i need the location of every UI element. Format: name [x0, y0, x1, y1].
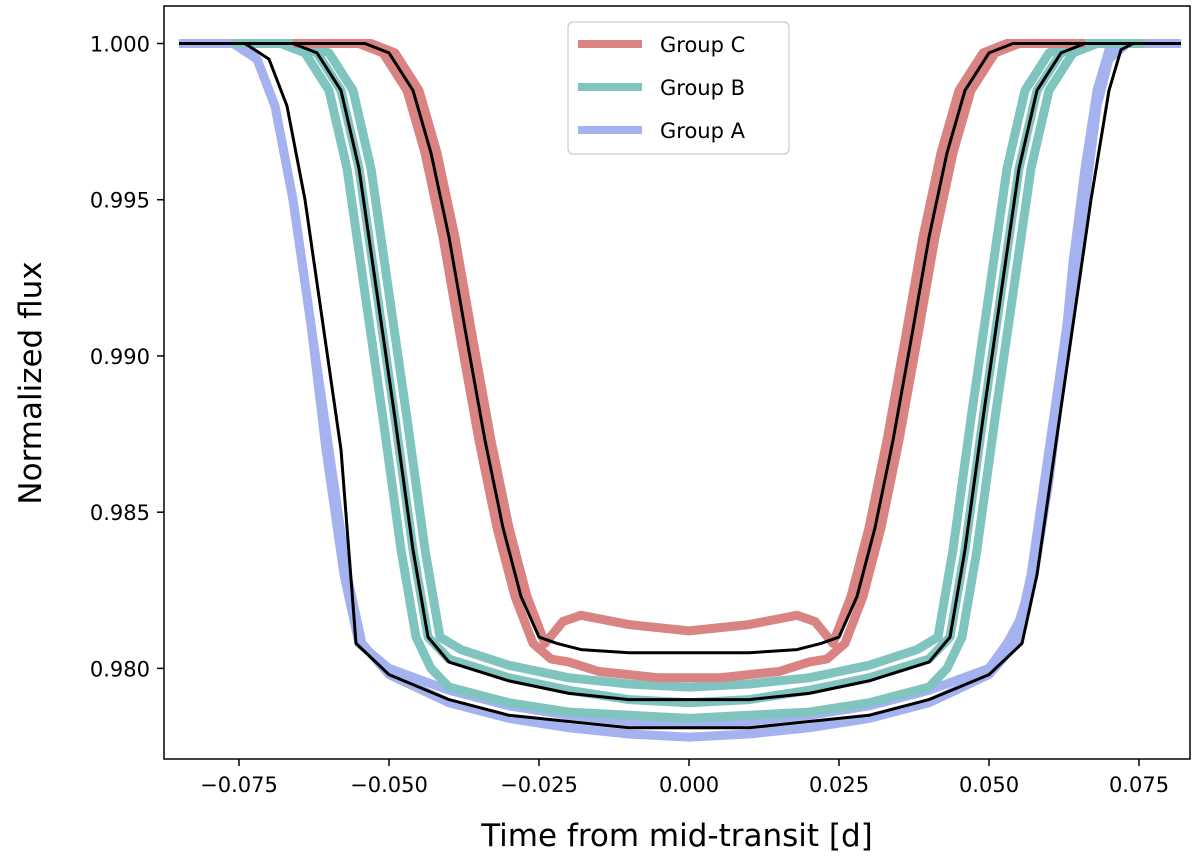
- legend-label: Group B: [660, 76, 745, 100]
- model-line: [293, 42, 1085, 655]
- legend-label: Group C: [660, 33, 745, 57]
- legend-label: Group A: [660, 119, 746, 143]
- x-axis-ticks: −0.075 −0.050 −0.025 0.000 0.025 0.050 0.075: [200, 759, 1169, 797]
- y-tick-label: 0.980: [90, 657, 150, 681]
- series-line-group-b: [233, 39, 1145, 692]
- series-line-group-c: [293, 39, 1085, 683]
- plot-lines: [179, 39, 1181, 742]
- x-tick-label: −0.075: [200, 773, 278, 797]
- x-tick-label: 0.000: [659, 773, 719, 797]
- x-tick-label: 0.050: [959, 773, 1019, 797]
- series-line-group-a: [179, 39, 1181, 730]
- series-line-group-c: [293, 39, 1085, 648]
- series-line-group-b: [233, 39, 1145, 723]
- y-tick-label: 0.990: [90, 345, 150, 369]
- x-tick-label: −0.025: [500, 773, 578, 797]
- y-axis-label: Normalized flux: [13, 261, 49, 504]
- x-tick-label: −0.050: [350, 773, 428, 797]
- y-tick-label: 1.000: [90, 32, 150, 56]
- y-tick-label: 0.985: [90, 501, 150, 525]
- plot-frame: [163, 5, 1191, 760]
- y-axis-ticks: 0.980 0.985 0.990 0.995 1.000: [90, 32, 164, 681]
- x-tick-label: 0.075: [1109, 773, 1169, 797]
- model-line: [233, 42, 1145, 702]
- y-tick-label: 0.995: [90, 189, 150, 213]
- x-axis-label: Time from mid-transit [d]: [480, 818, 873, 854]
- x-tick-label: 0.025: [809, 773, 869, 797]
- legend-box: [567, 21, 790, 155]
- model-line: [179, 42, 1181, 730]
- legend: Group C Group B Group A: [567, 21, 790, 155]
